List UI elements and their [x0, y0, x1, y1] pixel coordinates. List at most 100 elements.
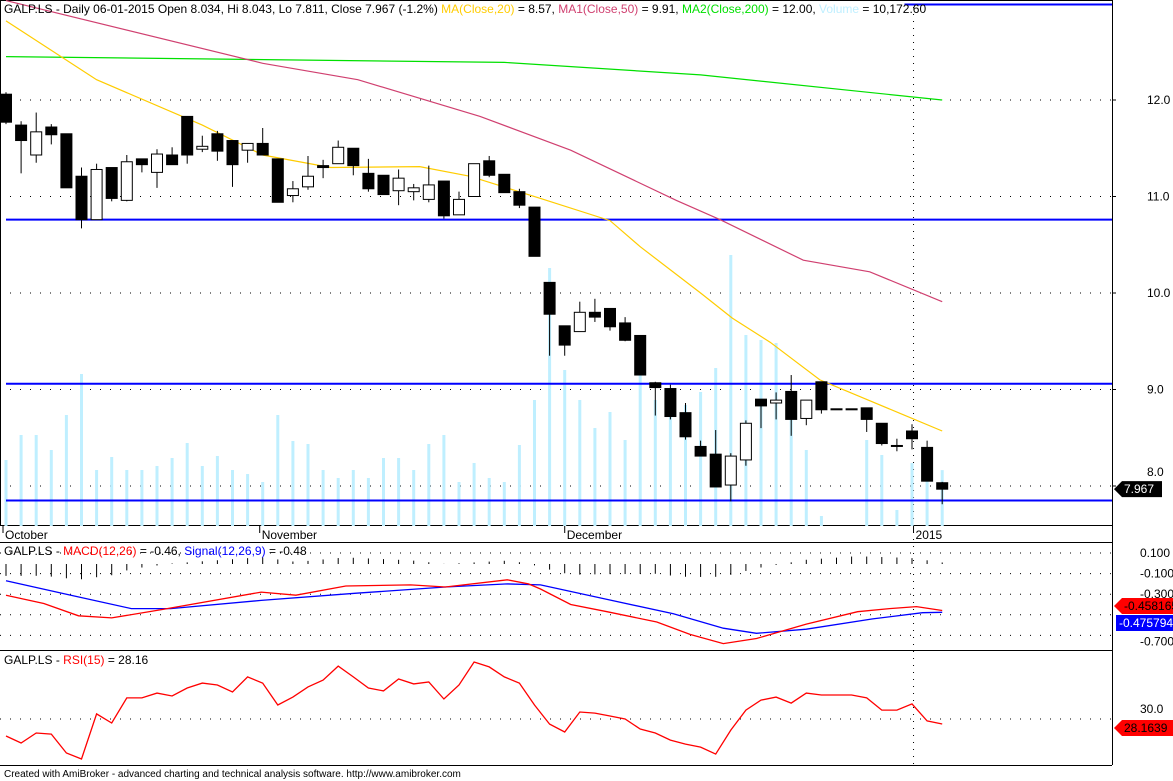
candle-body [332, 146, 345, 165]
rsi-value: = 28.16 [105, 653, 149, 667]
macd-value-tag: -0.458165 [1124, 599, 1173, 613]
candle-body [528, 206, 541, 257]
candle-body [800, 399, 813, 419]
macd-axis-label: -0.300 [1140, 587, 1173, 601]
candle-body [196, 145, 209, 150]
ma200-line [5, 56, 943, 101]
volume-label: Volume [819, 2, 859, 16]
candle-body [709, 453, 722, 488]
signal-value: = -0.48 [266, 544, 307, 558]
horizontal-levels[interactable] [6, 3, 1112, 502]
candle-body [422, 184, 435, 200]
candlesticks [0, 92, 949, 505]
ma200-value: = 12.00, [769, 2, 819, 16]
candle-body [45, 126, 58, 136]
gridlines [0, 0, 1112, 765]
candle-body [830, 408, 843, 411]
candle-body [664, 388, 677, 418]
candle-body [271, 158, 284, 203]
candle-body [921, 446, 934, 482]
moving-averages [5, 0, 943, 432]
candle-body [498, 173, 511, 194]
candle-body [543, 281, 556, 315]
price-axis-label: 11.0 [1147, 190, 1170, 204]
rsi-panel-title: GALP.LS - RSI(15) = 28.16 [4, 653, 149, 667]
candle-body [483, 160, 496, 176]
candle-body [90, 168, 103, 221]
signal-label: Signal(12,26,9) [184, 544, 265, 558]
macd-value-tag-bg [1114, 598, 1173, 614]
candle-body [15, 124, 28, 142]
candle-body [317, 165, 330, 169]
macd-axis-label: -0.700 [1140, 634, 1173, 648]
candle-body [739, 422, 752, 461]
macd-prefix: GALP.LS - [4, 544, 63, 558]
candle-body [875, 422, 888, 445]
ma20-value: = 8.57, [515, 2, 559, 16]
rsi-label: RSI(15) [63, 653, 104, 667]
candle-body [286, 188, 299, 197]
candle-body [181, 115, 194, 156]
price-axis-label: 10.0 [1147, 286, 1171, 300]
candle-body [105, 167, 118, 199]
header-symbol: GALP.LS - Daily 06-01-2015 Open 8.034, H… [4, 2, 441, 16]
candle-body [135, 158, 148, 166]
macd-panel [5, 556, 943, 645]
candle-body [649, 382, 662, 389]
candle-body [211, 133, 224, 152]
candle-body [604, 307, 616, 328]
candle-body [785, 390, 798, 420]
candle-body [226, 140, 239, 166]
price-axis-label: 12.0 [1147, 93, 1171, 107]
rsi-value-tag-bg [1114, 719, 1173, 736]
ma20-line [5, 20, 943, 432]
volume-value: = 10,172.60 [859, 2, 926, 16]
date-label: 2015 [916, 528, 943, 542]
candle-body [906, 430, 918, 440]
candle-body [453, 198, 465, 216]
candle-body [468, 163, 481, 198]
last-price-tag: 7.967 [1124, 482, 1154, 496]
candle-body [377, 174, 390, 196]
footer-credit: Created with AmiBroker - advanced charti… [4, 769, 461, 780]
rsi-axis-label: 30.0 [1140, 702, 1164, 716]
value-axes: 12.0 11.0 10.0 9.0 8.0 0.100 -0.100 -0.300 -0.70… [1112, 93, 1173, 736]
macd-axis-label: 0.100 [1140, 546, 1170, 560]
ma50-value: = 9.91, [638, 2, 682, 16]
candle-body [166, 154, 179, 166]
signal-line [5, 580, 943, 634]
macd-value: = -0.46, [137, 544, 185, 558]
candle-body [860, 407, 873, 420]
candle-body [347, 147, 360, 167]
candle-body [407, 187, 420, 193]
macd-label: MACD(12,26) [63, 544, 136, 558]
date-label: October [5, 528, 48, 542]
candle-body [30, 131, 43, 156]
candle-body [302, 175, 314, 188]
candle-body [634, 334, 647, 376]
candle-body [724, 455, 737, 486]
ma20-label: MA(Close,20) [441, 2, 514, 16]
date-axis: October November December 2015 [2, 526, 943, 542]
candle-body [392, 177, 405, 192]
date-label: November [262, 528, 317, 542]
price-axis-label: 9.0 [1147, 383, 1164, 397]
candle-body [437, 180, 450, 217]
candle-body [936, 482, 949, 490]
volume-bars [4, 255, 944, 526]
candle-body [0, 93, 12, 123]
candle-body [573, 311, 586, 333]
candle-body [120, 161, 133, 201]
candle-body [256, 142, 269, 156]
candle-body [679, 412, 692, 438]
candle-body [362, 172, 375, 190]
ma200-label: MA2(Close,200) [682, 2, 769, 16]
macd-line [5, 579, 943, 645]
candle-body [815, 381, 828, 411]
price-axis-label: 8.0 [1147, 465, 1164, 479]
signal-value-tag-bg [1116, 615, 1173, 631]
candle-body [755, 398, 767, 407]
signal-value-tag: -0.475794 [1119, 616, 1173, 630]
panel-frames [0, 0, 1113, 766]
